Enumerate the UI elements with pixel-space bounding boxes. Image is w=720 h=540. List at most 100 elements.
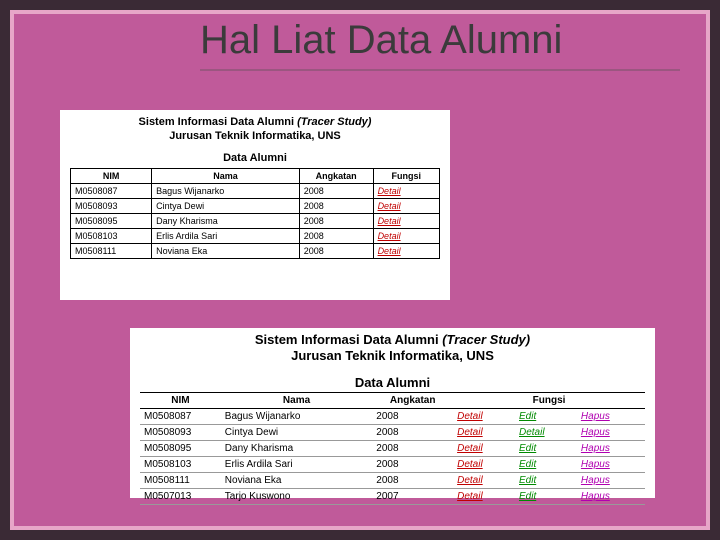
detail-link[interactable]: Detail [378, 216, 401, 226]
panel2-heading: Sistem Informasi Data Alumni (Tracer Stu… [130, 332, 655, 365]
cell-fungsi-detail: Detail [453, 424, 515, 440]
cell-nama: Bagus Wijanarko [152, 183, 300, 198]
cell-fungsi-detail: Detail [453, 408, 515, 424]
col-fungsi: Fungsi [453, 392, 645, 408]
hapus-link[interactable]: Hapus [581, 427, 610, 438]
edit-link[interactable]: Edit [519, 443, 536, 454]
cell-fungsi-detail: Detail [453, 488, 515, 504]
table-row: M0508087Bagus Wijanarko2008DetailEditHap… [140, 408, 645, 424]
cell-fungsi-hapus: Hapus [577, 408, 645, 424]
col-fungsi: Fungsi [373, 168, 439, 183]
detail-link[interactable]: Detail [457, 491, 483, 502]
table-row: M0508103Erlis Ardila Sari2008 Detail [71, 228, 440, 243]
panel-admin-view: Sistem Informasi Data Alumni (Tracer Stu… [130, 328, 655, 498]
cell-fungsi: Detail [373, 213, 439, 228]
cell-angkatan: 2008 [299, 183, 373, 198]
slide: Hal Liat Data Alumni Sistem Informasi Da… [0, 0, 720, 540]
cell-nama: Dany Kharisma [221, 440, 373, 456]
table-header-row: NIM Nama Angkatan Fungsi [71, 168, 440, 183]
cell-nama: Cintya Dewi [221, 424, 373, 440]
cell-nim: M0508087 [71, 183, 152, 198]
cell-nama: Noviana Eka [152, 243, 300, 258]
hapus-link[interactable]: Hapus [581, 411, 610, 422]
cell-fungsi-detail: Detail [453, 440, 515, 456]
col-angkatan: Angkatan [372, 392, 453, 408]
panel1-table: NIM Nama Angkatan Fungsi M0508087Bagus W… [70, 168, 440, 259]
detail-link[interactable]: Detail [378, 246, 401, 256]
cell-nim: M0508087 [140, 408, 221, 424]
cell-nim: M0508103 [140, 456, 221, 472]
cell-angkatan: 2008 [372, 472, 453, 488]
detail-link[interactable]: Detail [378, 231, 401, 241]
cell-nim: M0508111 [140, 472, 221, 488]
heading-line1: Sistem Informasi Data Alumni [139, 116, 294, 128]
table-row: M0508111Noviana Eka2008 Detail [71, 243, 440, 258]
hapus-link[interactable]: Hapus [581, 443, 610, 454]
cell-nim: M0508095 [140, 440, 221, 456]
col-nim: NIM [71, 168, 152, 183]
detail-link[interactable]: Detail [457, 411, 483, 422]
cell-angkatan: 2008 [299, 228, 373, 243]
col-angkatan: Angkatan [299, 168, 373, 183]
cell-fungsi: Detail [373, 183, 439, 198]
cell-fungsi-hapus: Hapus [577, 424, 645, 440]
heading-tracer: (Tracer Study) [442, 332, 530, 347]
edit-link[interactable]: Edit [519, 475, 536, 486]
edit-link[interactable]: Edit [519, 491, 536, 502]
cell-angkatan: 2008 [372, 440, 453, 456]
detail-link[interactable]: Detail [378, 201, 401, 211]
cell-nama: Dany Kharisma [152, 213, 300, 228]
cell-nama: Erlis Ardila Sari [152, 228, 300, 243]
panel2-subheading: Data Alumni [130, 375, 655, 390]
hapus-link[interactable]: Hapus [581, 491, 610, 502]
detail-link[interactable]: Detail [457, 443, 483, 454]
detail-link[interactable]: Detail [378, 186, 401, 196]
cell-fungsi-detail: Detail [453, 456, 515, 472]
cell-angkatan: 2008 [299, 198, 373, 213]
cell-angkatan: 2008 [299, 213, 373, 228]
cell-fungsi: Detail [373, 228, 439, 243]
cell-angkatan: 2008 [299, 243, 373, 258]
cell-nama: Tarjo Kuswono [221, 488, 373, 504]
cell-nim: M0508093 [140, 424, 221, 440]
panel-user-view: Sistem Informasi Data Alumni (Tracer Stu… [60, 110, 450, 300]
panel2-table: NIM Nama Angkatan Fungsi M0508087Bagus W… [140, 392, 645, 505]
edit-link[interactable]: Detail [519, 427, 545, 438]
col-nama: Nama [221, 392, 373, 408]
detail-link[interactable]: Detail [457, 475, 483, 486]
edit-link[interactable]: Edit [519, 411, 536, 422]
table-row: M0508103Erlis Ardila Sari2008DetailEditH… [140, 456, 645, 472]
hapus-link[interactable]: Hapus [581, 459, 610, 470]
heading-line2: Jurusan Teknik Informatika, UNS [169, 130, 341, 142]
detail-link[interactable]: Detail [457, 427, 483, 438]
heading-line2: Jurusan Teknik Informatika, UNS [291, 348, 494, 363]
cell-angkatan: 2007 [372, 488, 453, 504]
cell-fungsi-hapus: Hapus [577, 488, 645, 504]
cell-angkatan: 2008 [372, 424, 453, 440]
table-row: M0507013Tarjo Kuswono2007 Detail Edit Hapus [140, 488, 645, 504]
hapus-link[interactable]: Hapus [581, 475, 610, 486]
cell-nim: M0507013 [140, 488, 221, 504]
cell-fungsi-edit: Edit [515, 472, 577, 488]
cell-fungsi: Detail [373, 243, 439, 258]
slide-title: Hal Liat Data Alumni [200, 18, 680, 71]
cell-fungsi-edit: Edit [515, 488, 577, 504]
cell-nama: Cintya Dewi [152, 198, 300, 213]
edit-link[interactable]: Edit [519, 459, 536, 470]
heading-line1: Sistem Informasi Data Alumni [255, 332, 439, 347]
cell-fungsi-edit: Edit [515, 456, 577, 472]
cell-nama: Bagus Wijanarko [221, 408, 373, 424]
cell-fungsi-hapus: Hapus [577, 472, 645, 488]
table-row: M0508093Cintya Dewi2008Detail [71, 198, 440, 213]
table-row: M0508095Dany Kharisma2008Detail [71, 213, 440, 228]
cell-fungsi-edit: Detail [515, 424, 577, 440]
cell-fungsi-edit: Edit [515, 440, 577, 456]
heading-tracer: (Tracer Study) [297, 116, 371, 128]
cell-fungsi: Detail [373, 198, 439, 213]
detail-link[interactable]: Detail [457, 459, 483, 470]
panel1-subheading: Data Alumni [60, 152, 450, 164]
cell-nim: M0508103 [71, 228, 152, 243]
cell-nama: Erlis Ardila Sari [221, 456, 373, 472]
cell-fungsi-hapus: Hapus [577, 456, 645, 472]
cell-nim: M0508111 [71, 243, 152, 258]
